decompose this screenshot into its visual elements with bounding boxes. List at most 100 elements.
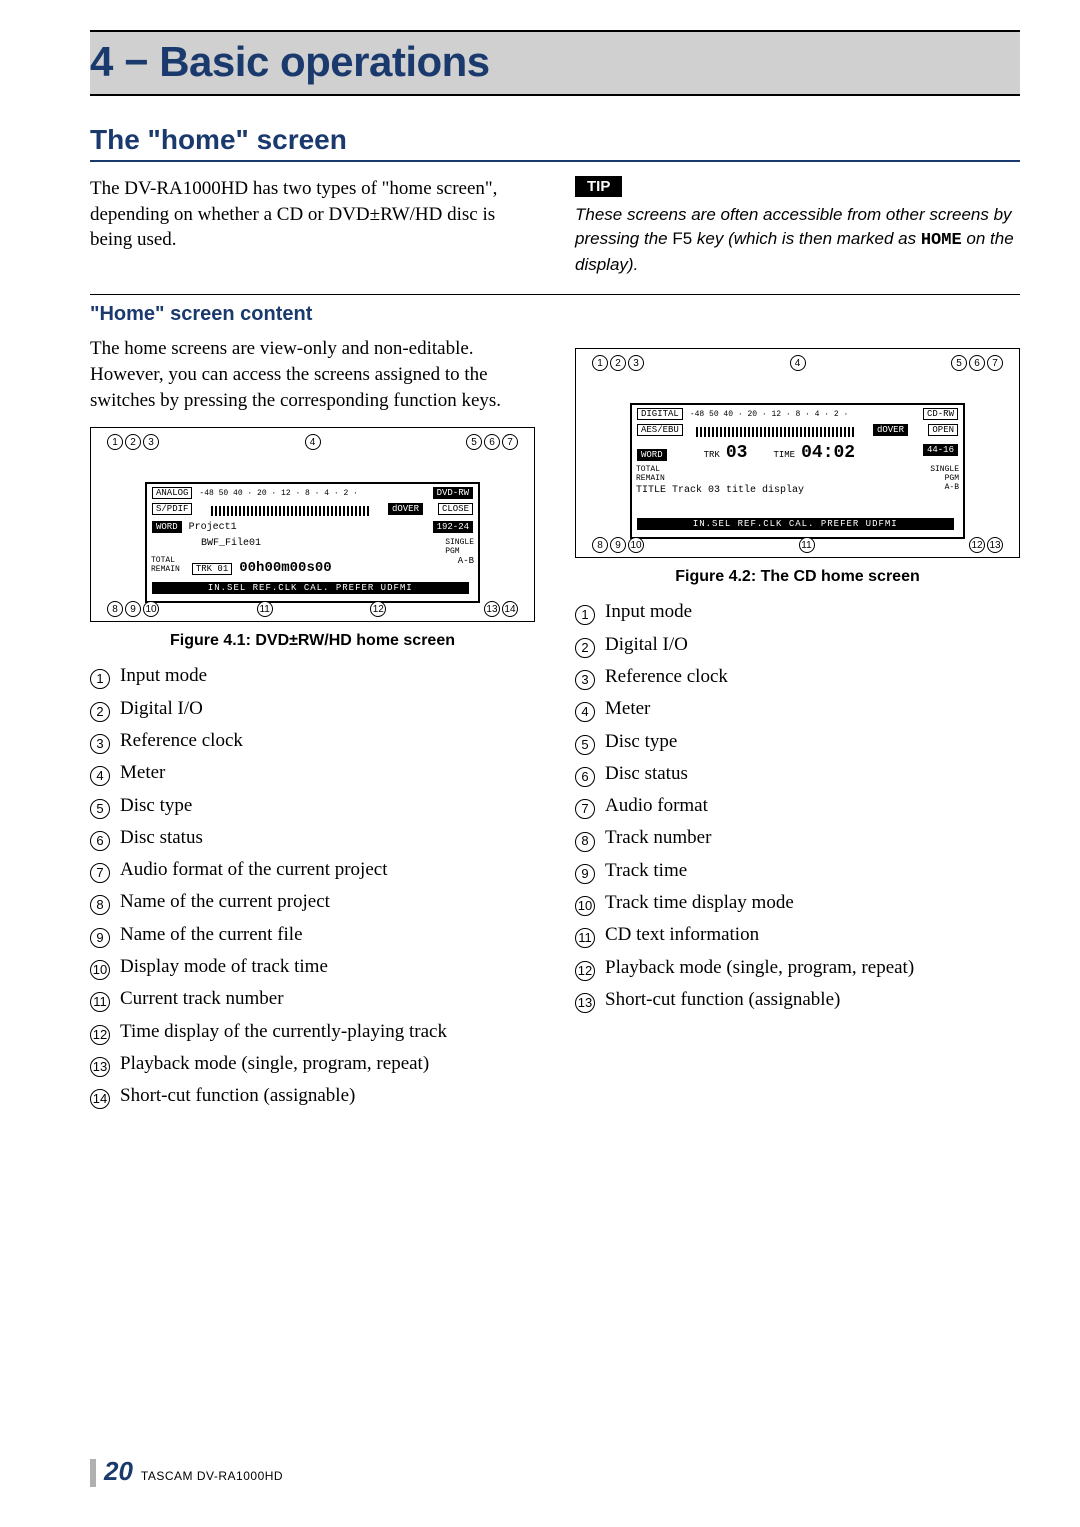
figure-2-caption: Figure 4.2: The CD home screen [575, 568, 1020, 586]
legend-text: Track number [605, 822, 711, 854]
legend-num: 11 [90, 992, 110, 1012]
tip-key: F5 [672, 229, 692, 248]
lcd-tag: 44-16 [923, 444, 958, 456]
lcd-file: BWF_File01 [201, 538, 261, 549]
subsection-title: "Home" screen content [90, 303, 1020, 326]
lcd-total: TOTAL [151, 556, 175, 565]
legend-2: 1Input mode 2Digital I/O 3Reference cloc… [575, 596, 1020, 1016]
callout-num: 7 [502, 434, 518, 450]
callout-num: 2 [125, 434, 141, 450]
legend-num: 9 [575, 864, 595, 884]
figure-2: 1 2 3 4 5 6 7 DIGITAL [575, 348, 1020, 586]
lcd-remain: REMAIN [636, 474, 665, 483]
legend-item: 13Playback mode (single, program, repeat… [90, 1048, 535, 1080]
lcd-trk: TRK 01 [192, 563, 232, 575]
legend-text: Disc status [605, 758, 688, 790]
legend-item: 2Digital I/O [90, 693, 535, 725]
legend-item: 1Input mode [575, 596, 1020, 628]
callout-num: 12 [370, 601, 386, 617]
legend-num: 10 [575, 896, 595, 916]
callout-num: 11 [799, 537, 815, 553]
legend-num: 5 [575, 735, 595, 755]
callout-num: 2 [610, 355, 626, 371]
lcd-softkeys: IN.SEL REF.CLK CAL. PREFER UDFMI [637, 518, 954, 530]
tip-text: These screens are often accessible from … [575, 203, 1020, 276]
legend-num: 13 [575, 993, 595, 1013]
legend-num: 9 [90, 928, 110, 948]
legend-item: 3 Reference clock [90, 725, 535, 757]
legend-num: 8 [575, 832, 595, 852]
legend-num: 4 [575, 702, 595, 722]
intro-row: The DV-RA1000HD has two types of "home s… [90, 176, 1020, 276]
legend-item: 12Time display of the currently-playing … [90, 1016, 535, 1048]
legend-item: 11CD text information [575, 919, 1020, 951]
legend-text: Disc type [605, 726, 677, 758]
callout-num: 11 [257, 601, 273, 617]
callout-num: 8 [592, 537, 608, 553]
lcd-meter-labels: -48 50 40 · 20 · 12 · 8 · 4 · 2 · [690, 410, 848, 419]
legend-num: 1 [575, 605, 595, 625]
legend-item: 13Short-cut function (assignable) [575, 984, 1020, 1016]
lcd-time: 00h00m00s00 [239, 560, 331, 576]
legend-num: 11 [575, 928, 595, 948]
lcd-meter [211, 506, 371, 516]
callout-num: 3 [143, 434, 159, 450]
figure-1: 1 2 3 4 5 6 7 ANALOG [90, 427, 535, 650]
legend-1: 1Input mode 2Digital I/O 3 Reference cloc… [90, 660, 535, 1112]
callout-num: 13 [484, 601, 500, 617]
fig2-top-callouts: 1 2 3 4 5 6 7 [576, 355, 1019, 371]
legend-num: 13 [90, 1057, 110, 1077]
legend-item: 4Meter [575, 693, 1020, 725]
legend-item: 9 Name of the current file [90, 919, 535, 951]
figure-1-caption: Figure 4.1: DVD±RW/HD home screen [90, 632, 535, 650]
legend-item: 8 Track number [575, 822, 1020, 854]
lcd-meter-labels: -48 50 40 · 20 · 12 · 8 · 4 · 2 · [199, 489, 357, 498]
legend-item: 6 Disc status [90, 822, 535, 854]
legend-num: 3 [90, 734, 110, 754]
lcd-tag: CLOSE [438, 503, 473, 515]
legend-num: 6 [90, 831, 110, 851]
legend-item: 2Digital I/O [575, 629, 1020, 661]
lcd-tag: S/PDIF [152, 503, 192, 515]
legend-item: 14 Short-cut function (assignable) [90, 1080, 535, 1112]
callout-num: 5 [466, 434, 482, 450]
fig2-bot-callouts: 8 9 10 11 12 13 [576, 537, 1019, 553]
legend-num: 2 [575, 638, 595, 658]
callout-num: 12 [969, 537, 985, 553]
legend-item: 1Input mode [90, 660, 535, 692]
lcd-tag: OPEN [928, 424, 958, 436]
legend-num: 7 [90, 863, 110, 883]
legend-num: 1 [90, 669, 110, 689]
callout-num: 7 [987, 355, 1003, 371]
legend-item: 12Playback mode (single, program, repeat… [575, 952, 1020, 984]
legend-num: 4 [90, 766, 110, 786]
callout-num: 4 [305, 434, 321, 450]
legend-text: Disc status [120, 822, 203, 854]
legend-text: Current track number [120, 983, 284, 1015]
legend-text: Meter [120, 757, 165, 789]
callout-num: 6 [969, 355, 985, 371]
subsection-rule [90, 294, 1020, 295]
legend-text: Time display of the currently-playing tr… [120, 1016, 447, 1048]
legend-text: Track time [605, 855, 687, 887]
legend-item: 10Display mode of track time [90, 951, 535, 983]
lcd-tag: ANALOG [152, 487, 192, 499]
lcd-pgm: PGM [945, 474, 959, 483]
callout-num: 13 [987, 537, 1003, 553]
legend-num: 7 [575, 799, 595, 819]
lcd-meter [696, 427, 856, 437]
callout-num: 10 [143, 601, 159, 617]
chapter-title: 4 − Basic operations [90, 38, 490, 85]
callout-num: 3 [628, 355, 644, 371]
legend-num: 8 [90, 895, 110, 915]
tip-mid: key (which is then marked as [692, 229, 921, 248]
legend-num: 14 [90, 1089, 110, 1109]
legend-item: 6Disc status [575, 758, 1020, 790]
legend-text: Name of the current file [120, 919, 303, 951]
fig2-lcd: DIGITAL -48 50 40 · 20 · 12 · 8 · 4 · 2 … [630, 403, 965, 539]
legend-text: Short-cut function (assignable) [120, 1080, 355, 1112]
legend-text: Disc type [120, 790, 192, 822]
legend-text: Reference clock [120, 725, 243, 757]
callout-num: 9 [125, 601, 141, 617]
legend-item: 8Name of the current project [90, 886, 535, 918]
